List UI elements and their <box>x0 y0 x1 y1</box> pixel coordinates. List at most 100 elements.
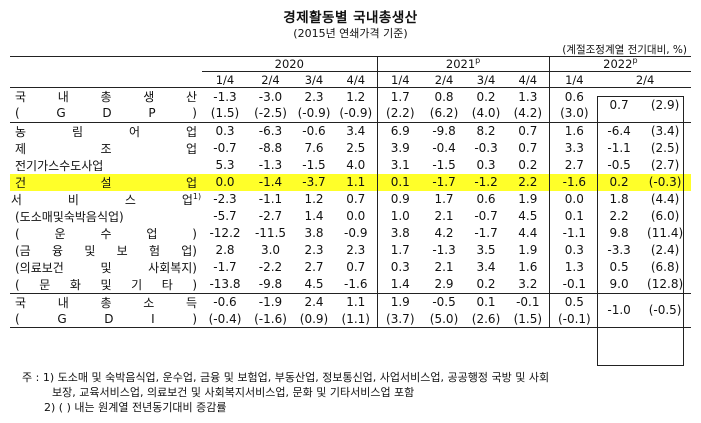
table-cell: 3.5 <box>476 243 496 258</box>
row-label: 농 림 어 업 <box>10 122 202 140</box>
table-cell: 4.5 <box>518 209 538 224</box>
table-cell: 0.9 <box>376 190 424 208</box>
table-row: ( 운 수 업 ) -12.2 -11.5 3.8 -0.9 3.8 4.2 -1.7 4.4-… <box>10 224 691 242</box>
table-cell: -1.3 <box>258 158 283 173</box>
table-cell: (-0.3) <box>639 173 692 191</box>
table-cell: 2.2 <box>507 173 550 191</box>
table-cell: 1.9 <box>518 192 538 207</box>
row-label-text: 농 림 어 업 <box>15 124 197 139</box>
quarter-header: 1/4 <box>202 71 248 88</box>
table-cell: (12.8) <box>639 275 692 294</box>
table-cell: 3.9 <box>376 139 424 157</box>
table-cell: (1.5) <box>507 310 550 329</box>
row-label: (의료보건 및 사회복지) <box>10 259 202 276</box>
table-row: 제 조 업 -0.7 -8.8 7.6 2.5 3.9 -0.4 -0.3 0.7 3.3 -1.1… <box>10 139 691 157</box>
table-cell: -1.6 <box>548 173 600 191</box>
gdp-table: 2020 2021p 2022p 1/4 2/4 3/4 4/4 1/4 2/4 3/4 4/4 1/… <box>10 56 692 329</box>
footnote-1-cont: 보장, 교육서비스업, 의료보건 및 사회복지서비스업, 문화 및 기타서비스업… <box>52 386 415 399</box>
table-cell: 0.3 <box>376 258 424 276</box>
row-label-text: 건 설 업 <box>15 175 197 190</box>
table-cell: -2.7 <box>258 209 283 224</box>
row-label-text: ( G D P ) <box>15 106 197 121</box>
row-label: ( G D I ) <box>10 310 202 329</box>
table-cell: -13.8 <box>202 275 248 294</box>
row-label: 국 내 총 소 득 <box>10 293 202 311</box>
table-cell: 0.2 <box>476 89 496 104</box>
table-cell: 0.1 <box>476 295 496 310</box>
table-row: 국 내 총 소 득 -0.6 -1.9 2.4 1.1 1.9 -0.5 0.1 -0.1 0.5… <box>10 293 692 329</box>
table-cell: 1.7 <box>434 192 454 207</box>
table-cell: -1.4 <box>248 173 293 191</box>
row-label: 전기가스수도사업 <box>10 157 202 174</box>
table-cell: 0.1 <box>548 207 600 225</box>
row-label: ( 운 수 업 ) <box>10 225 202 242</box>
table-cell: -0.9 <box>344 226 368 241</box>
quarter-header: 2/4 <box>423 71 466 88</box>
table-cell: -2.3 <box>213 192 237 207</box>
table-cell: 8.2 <box>476 124 496 139</box>
table-cell: -2.2 <box>258 260 283 275</box>
footnote-2: 2) ( ) 내는 원계열 전년동기대비 증감률 <box>44 401 227 414</box>
table-cell: -1.0 <box>599 293 640 329</box>
year-label: 2020 <box>274 57 304 71</box>
row-footnote-mark: 1) <box>192 191 202 201</box>
row-label: 건 설 업 <box>10 173 202 191</box>
table-cell: (4.2) <box>507 105 550 123</box>
table-cell: 2.3 <box>304 89 324 104</box>
table-cell: (2.6) <box>465 310 508 329</box>
table-cell: 1.4 <box>376 275 424 294</box>
row-label-text: (의료보건 및 사회복지) <box>15 260 197 275</box>
row-label-text: 국 내 총 소 득 <box>15 295 197 310</box>
table-cell: 0.7 <box>518 124 538 139</box>
unit-note: (계절조정계열 전기대비, %) <box>562 44 687 56</box>
table-cell: (0.9) <box>293 310 335 329</box>
table-cell: -11.5 <box>254 226 287 241</box>
table-cell: 4.0 <box>346 158 366 173</box>
table-cell: 9.0 <box>599 275 640 294</box>
table-cell: 4.5 <box>293 275 335 294</box>
row-label-text: ( 운 수 업 ) <box>15 226 197 241</box>
table-cell: (-2.5) <box>248 105 293 123</box>
table-cell: 9.8 <box>609 226 629 241</box>
footnote-1: 주 : 1) 도소매 및 숙박음식업, 운수업, 금융 및 보험업, 부동산업,… <box>22 371 550 384</box>
table-cell: 3.3 <box>548 139 600 157</box>
table-cell: -3.0 <box>258 89 283 104</box>
year-label: 2021 <box>445 57 476 71</box>
table-row: 서 비 스 업1) -2.3 -1.1 1.2 0.7 0.9 1.7 0.6 1.9 0.0 1.… <box>10 190 691 208</box>
quarter-header: 4/4 <box>335 71 378 88</box>
row-label: 국 내 총 생 산 <box>10 88 202 106</box>
table-cell: -1.7 <box>423 173 466 191</box>
table-cell: (11.4) <box>647 226 684 241</box>
table-cell: 0.0 <box>548 190 600 208</box>
table-cell: (-0.4) <box>202 310 248 329</box>
table-cell: -6.4 <box>607 124 631 139</box>
table-cell: -1.7 <box>474 226 498 241</box>
table-cell: 0.5 <box>609 260 629 275</box>
table-cell: -12.2 <box>209 226 241 241</box>
table-cell: 0.2 <box>599 173 640 191</box>
table-cell: 3.0 <box>260 243 281 258</box>
table-row: (의료보건 및 사회복지) -1.7 -2.2 2.7 0.7 0.3 2.1 3.4 1.6 1… <box>10 258 691 276</box>
row-label: ( 문 화 및 기 타 ) <box>10 275 202 294</box>
quarter-header-row: 1/4 2/4 3/4 4/4 1/4 2/4 3/4 4/4 1/4 2/4 <box>10 71 692 88</box>
table-cell: 0.8 <box>434 89 454 104</box>
table-cell: (2.4) <box>650 243 680 258</box>
table-cell: 0.0 <box>346 209 366 224</box>
table-cell: 3.8 <box>304 226 324 241</box>
quarter-header: 1/4 <box>548 71 600 88</box>
quarter-header: 3/4 <box>465 71 508 88</box>
table-cell: 1.0 <box>376 207 424 225</box>
table-cell: -6.3 <box>258 124 283 139</box>
table-cell: 1.3 <box>548 258 600 276</box>
table-cell: 0.5 <box>548 293 600 311</box>
table-cell: 2.7 <box>548 156 600 174</box>
quarter-header: 1/4 <box>376 71 424 88</box>
table-cell: 3.8 <box>376 224 424 242</box>
table-cell: 5.3 <box>215 158 235 173</box>
table-cell: 0.7 <box>346 192 366 207</box>
table-cell: (2.9) <box>639 87 692 123</box>
table-cell: 1.4 <box>304 209 324 224</box>
row-label: ( G D P ) <box>10 105 202 123</box>
row-label-text: 서 비 스 업 <box>10 192 193 207</box>
row-label-text: ( 문 화 및 기 타 ) <box>15 277 197 292</box>
